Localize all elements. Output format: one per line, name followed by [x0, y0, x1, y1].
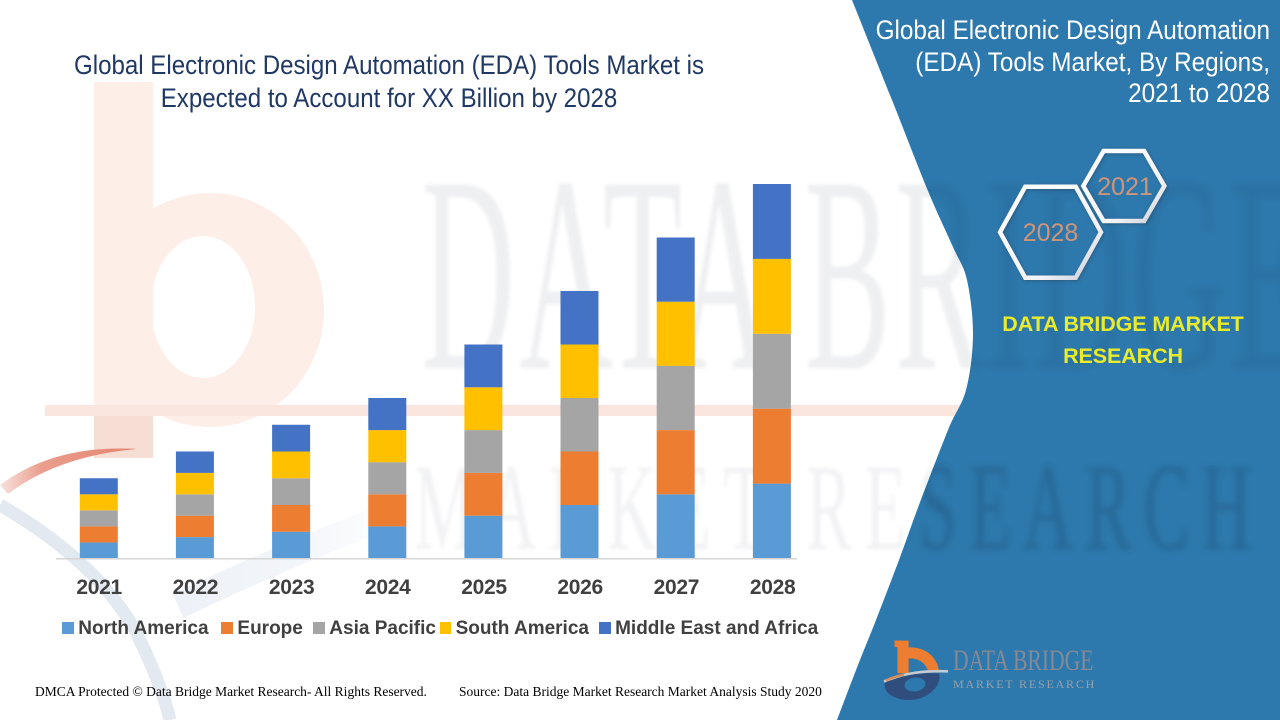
svg-text:DATA BRIDGE: DATA BRIDGE: [953, 644, 1093, 677]
svg-text:MARKET RESEARCH: MARKET RESEARCH: [953, 677, 1096, 691]
